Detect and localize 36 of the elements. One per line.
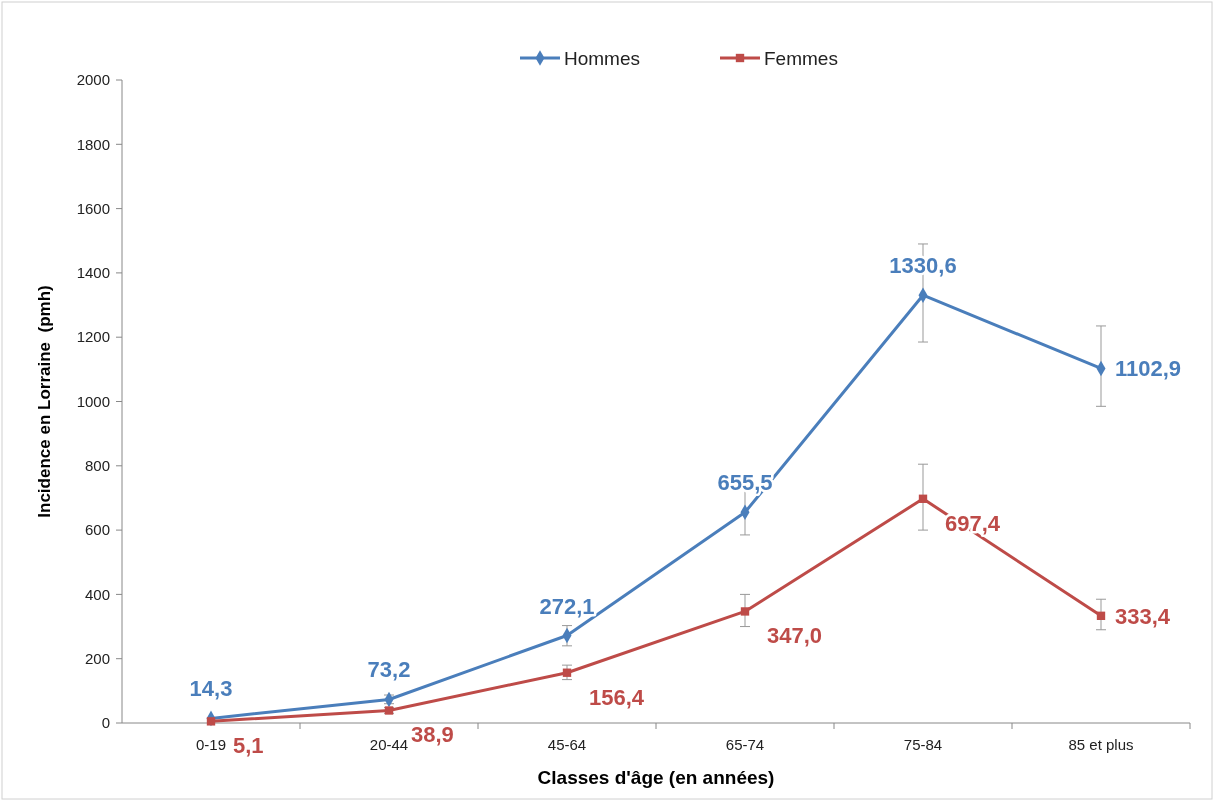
y-tick-label: 1200 xyxy=(76,328,110,346)
point xyxy=(740,607,750,616)
point xyxy=(206,717,216,726)
data-label: 333,4 xyxy=(1115,603,1171,629)
x-tick-label: 0-19 xyxy=(195,736,227,753)
x-tick-label: 20-44 xyxy=(369,736,409,753)
data-label: 156,4 xyxy=(589,684,645,710)
data-label: 1102,9 xyxy=(1115,356,1182,382)
x-tick-label: 85 et plus xyxy=(1068,736,1134,753)
x-tick-label: 75-84 xyxy=(903,736,943,753)
y-tick-label: 400 xyxy=(84,585,110,603)
y-axis-title: Incidence en Lorraine (pmh) xyxy=(35,285,54,518)
data-label: 347,0 xyxy=(767,623,823,649)
data-label: 73,2 xyxy=(367,657,411,683)
x-tick-label: 45-64 xyxy=(547,736,587,753)
data-label: 272,1 xyxy=(539,593,595,619)
y-tick-label: 1000 xyxy=(76,392,110,410)
legend-label: Femmes xyxy=(764,47,838,69)
data-label: 1330,6 xyxy=(889,253,957,279)
data-label: 38,9 xyxy=(411,722,454,748)
legend-label: Hommes xyxy=(564,47,641,69)
y-tick-label: 2000 xyxy=(76,71,110,89)
y-tick-label: 0 xyxy=(101,714,110,732)
x-axis-title: Classes d'âge (en années) xyxy=(537,767,775,788)
x-tick-label: 65-74 xyxy=(725,736,765,753)
data-label: 5,1 xyxy=(233,733,264,759)
y-tick-label: 1800 xyxy=(76,135,110,153)
y-tick-label: 1400 xyxy=(76,264,110,282)
data-label: 14,3 xyxy=(189,676,233,702)
y-tick-label: 600 xyxy=(84,521,110,539)
y-tick-label: 200 xyxy=(84,649,110,667)
point xyxy=(562,668,572,677)
point xyxy=(918,494,928,503)
point xyxy=(1096,611,1106,620)
y-tick-label: 1600 xyxy=(76,199,110,217)
y-tick-label: 800 xyxy=(84,457,110,475)
